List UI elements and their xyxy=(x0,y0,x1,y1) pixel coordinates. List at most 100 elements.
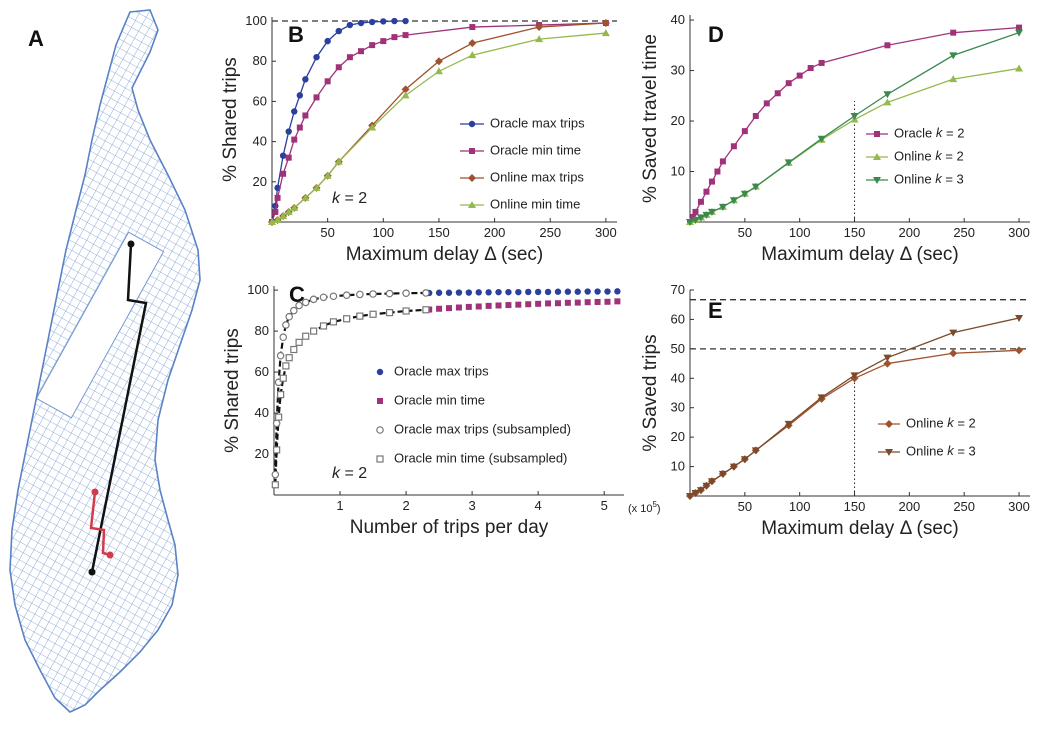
point-online-min-time xyxy=(323,171,332,179)
legend-label-online-min-time: Online min time xyxy=(490,196,580,211)
y-tick-label: 40 xyxy=(255,405,269,420)
y-tick-label: 20 xyxy=(253,174,267,189)
x-tick-label: 200 xyxy=(899,225,921,240)
point-online-k-3 xyxy=(686,493,694,500)
point-online-k-2 xyxy=(883,98,892,106)
legend-label-oracle-min-time-subsampled: Oracle min time (subsampled) xyxy=(394,450,567,465)
x-tick-label: 5 xyxy=(601,498,608,513)
legend-marker-online-k-3 xyxy=(885,449,893,456)
point-online-k-3 xyxy=(751,183,760,191)
point-oracle-max-trips-subsampled xyxy=(282,321,290,329)
legend-label-oracle-min-time: Oracle min time xyxy=(394,392,485,407)
point-online-k-3 xyxy=(883,91,892,99)
point-oracle-max-trips xyxy=(346,21,354,29)
point-oracle-min-time xyxy=(584,299,591,306)
panel-letter-d: D xyxy=(708,22,724,47)
fit-curve xyxy=(274,291,426,475)
y-axis-label: % Saved travel time xyxy=(640,34,661,203)
y-tick-label: 80 xyxy=(255,323,269,338)
point-online-k-3 xyxy=(696,214,705,222)
point-online-k-3 xyxy=(702,482,711,490)
y-tick-label: 30 xyxy=(671,63,685,78)
y-tick-label: 80 xyxy=(253,53,267,68)
y-tick-label: 60 xyxy=(253,93,267,108)
point-online-k-3 xyxy=(718,203,727,211)
legend-marker-online-k-3 xyxy=(873,177,881,184)
point-oracle-min-time-subsampled xyxy=(277,390,285,399)
legend-marker-oracle-min-time xyxy=(377,398,383,404)
point-oracle-k-2 xyxy=(807,65,814,72)
point-oracle-min-time xyxy=(554,300,561,307)
point-online-k-3 xyxy=(740,190,749,198)
point-oracle-max-trips-subsampled xyxy=(422,289,430,297)
legend-marker-online-k-2 xyxy=(885,420,893,428)
manhattan-street-map: A xyxy=(9,9,201,713)
point-oracle-min-time-subsampled xyxy=(385,309,394,317)
point-oracle-max-trips xyxy=(604,288,611,295)
x-tick-label: 3 xyxy=(468,498,475,513)
point-oracle-min-time xyxy=(465,303,472,310)
point-online-k-2 xyxy=(1015,64,1024,72)
point-oracle-min-time xyxy=(324,78,331,85)
point-oracle-min-time xyxy=(505,302,512,309)
legend-marker-oracle-k-2 xyxy=(874,131,880,137)
point-online-k-3 xyxy=(1015,314,1024,322)
point-oracle-min-time xyxy=(272,208,279,215)
point-oracle-k-2 xyxy=(703,188,710,195)
point-oracle-max-trips-subsampled xyxy=(342,291,351,300)
point-oracle-min-time xyxy=(495,302,502,309)
point-online-min-time xyxy=(284,207,293,215)
x-tick-label: 50 xyxy=(320,225,334,240)
point-oracle-max-trips xyxy=(574,288,581,295)
x-tick-label: 150 xyxy=(844,499,866,514)
point-oracle-min-time-subsampled xyxy=(369,310,377,318)
point-oracle-k-2 xyxy=(796,72,803,79)
y-tick-label: 100 xyxy=(247,282,269,297)
y-tick-label: 20 xyxy=(255,446,269,461)
point-oracle-min-time-subsampled xyxy=(310,327,318,335)
point-oracle-max-trips xyxy=(455,289,463,296)
y-tick-label: 20 xyxy=(671,113,685,128)
y-tick-label: 10 xyxy=(671,164,685,179)
point-oracle-max-trips xyxy=(296,92,304,99)
point-oracle-max-trips-subsampled xyxy=(309,295,318,304)
point-oracle-max-trips xyxy=(445,289,453,296)
point-online-max-trips xyxy=(434,57,443,66)
point-online-k-3 xyxy=(817,135,826,143)
point-oracle-max-trips xyxy=(435,289,443,296)
legend-label-online-k-3: Online k = 3 xyxy=(906,443,976,458)
point-oracle-max-trips xyxy=(495,288,502,296)
point-online-k-3 xyxy=(686,219,694,226)
point-oracle-max-trips xyxy=(357,19,365,27)
point-oracle-min-time xyxy=(358,48,365,55)
point-oracle-min-time xyxy=(380,38,387,45)
point-oracle-max-trips xyxy=(291,108,298,115)
point-oracle-min-time-subsampled xyxy=(279,374,287,382)
panel-letter-e: E xyxy=(708,298,723,323)
y-axis-label: % Shared trips xyxy=(222,328,243,453)
point-oracle-min-time xyxy=(274,194,281,201)
point-online-min-time xyxy=(273,215,282,223)
point-oracle-max-trips xyxy=(485,289,492,296)
point-oracle-max-trips-subsampled xyxy=(329,292,338,301)
x-tick-label: 150 xyxy=(428,225,450,240)
central-park xyxy=(35,231,165,419)
legend-marker-oracle-max-trips xyxy=(468,120,476,128)
point-oracle-max-trips xyxy=(554,288,562,295)
x-axis-label: Maximum delay Δ (sec) xyxy=(761,244,958,265)
point-online-k-2 xyxy=(1015,346,1024,355)
x-tick-label: 100 xyxy=(372,225,394,240)
point-oracle-max-trips xyxy=(391,17,398,25)
point-oracle-max-trips xyxy=(544,288,552,296)
point-online-k-3 xyxy=(817,394,826,402)
point-oracle-min-time-subsampled xyxy=(282,362,290,370)
point-online-min-time xyxy=(434,67,443,75)
point-online-max-trips xyxy=(401,85,410,94)
point-oracle-k-2 xyxy=(774,90,781,97)
point-online-k-3 xyxy=(707,478,716,486)
x-tick-label: 100 xyxy=(789,499,811,514)
legend-label-online-k-3: Online k = 3 xyxy=(894,171,964,186)
x-tick-label: 250 xyxy=(953,225,975,240)
k-annotation: k = 2 xyxy=(332,190,367,207)
x-tick-label: 50 xyxy=(738,225,752,240)
